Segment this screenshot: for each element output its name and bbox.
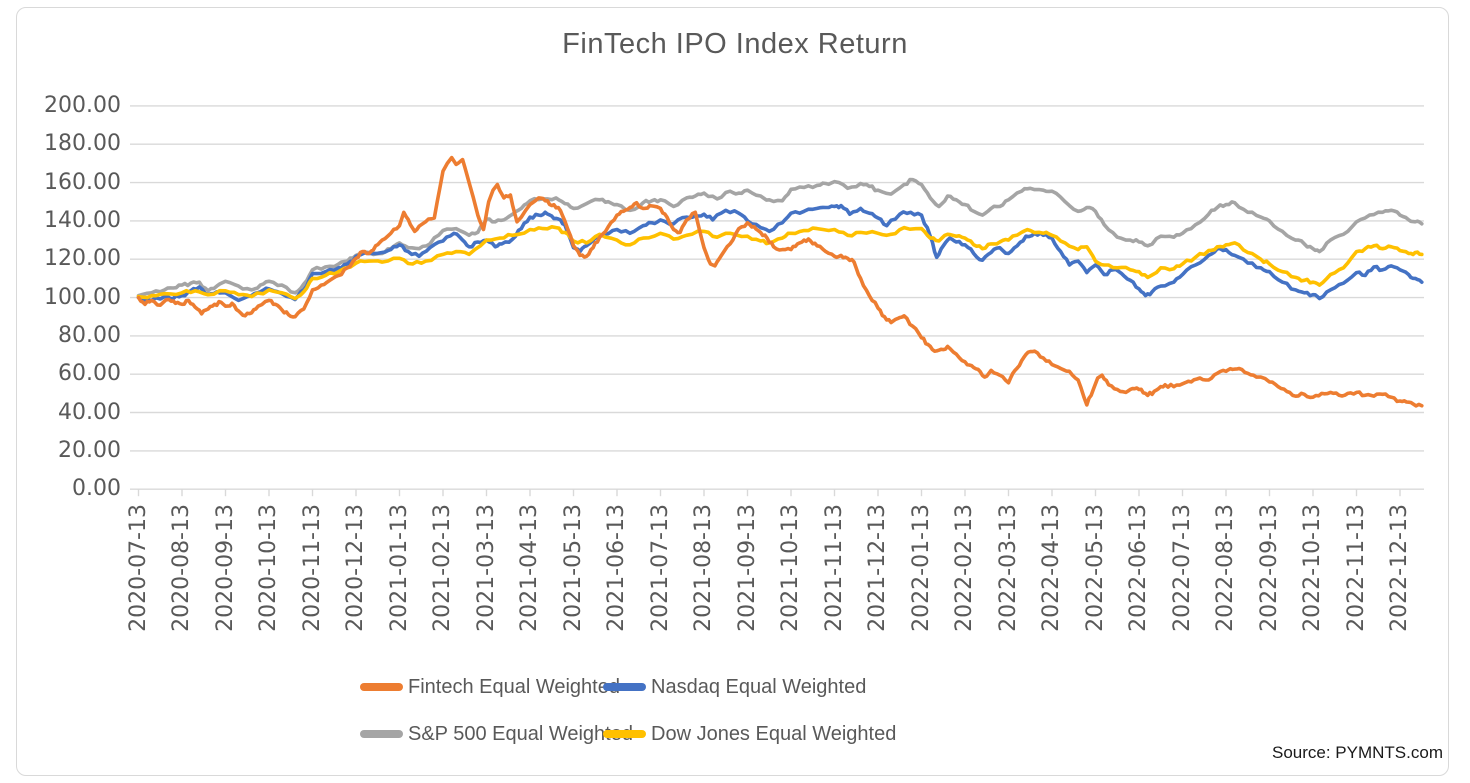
legend-label-nasdaq: Nasdaq Equal Weighted: [651, 676, 867, 698]
x-axis-tick-label: 2021-12-13: [865, 504, 890, 632]
series-line-fintech: [136, 155, 1424, 408]
series-line-sp500: [136, 177, 1424, 298]
y-axis-tick-label: 20.00: [58, 437, 121, 463]
source-note: Source: PYMNTS.com: [1272, 743, 1443, 762]
x-axis-tick-label: 2022-04-13: [1039, 504, 1064, 632]
series-line-dowjones: [136, 225, 1424, 301]
series-line-nasdaq: [136, 203, 1424, 303]
sp500-line-marker-icon: [360, 730, 403, 738]
x-axis-tick-label: 2022-01-13: [908, 504, 934, 632]
x-axis-tick-label: 2021-11-13: [821, 504, 847, 632]
fintech-line-marker-icon: [360, 683, 403, 691]
chart-title: FinTech IPO Index Return: [562, 28, 908, 60]
y-axis-tick-label: 0.00: [72, 476, 121, 502]
x-axis-tick-label: 2022-06-13: [1126, 504, 1151, 632]
x-axis-tick-label: 2022-12-13: [1387, 504, 1412, 632]
x-axis-tick-label: 2022-02-13: [952, 504, 977, 632]
y-axis-tick-label: 200.00: [44, 92, 121, 118]
chart-border-frame: [16, 7, 1449, 776]
legend-label-fintech: Fintech Equal Weighted: [408, 676, 620, 698]
x-axis-tick-label: 2022-10-13: [1300, 504, 1325, 632]
y-axis-tick-label: 100.00: [44, 284, 121, 310]
nasdaq-line-marker-icon: [603, 683, 646, 691]
x-axis-tick-label: 2021-04-13: [517, 504, 542, 632]
dowjones-line-marker-icon: [603, 730, 646, 738]
x-axis-tick-label: 2021-02-13: [430, 504, 455, 632]
x-axis-tick-label: 2021-07-13: [647, 504, 673, 632]
legend-label-dowjones: Dow Jones Equal Weighted: [651, 723, 897, 745]
x-axis-tick-label: 2020-07-13: [125, 504, 151, 632]
y-axis-tick-label: 160.00: [44, 169, 121, 195]
legend-item-dowjones: Dow Jones Equal Weighted: [603, 721, 896, 747]
legend-item-sp500: S&P 500 Equal Weighted: [360, 721, 633, 747]
x-axis-tick-label: 2022-07-13: [1169, 504, 1195, 632]
x-axis-tick-label: 2021-01-13: [386, 504, 412, 632]
legend-item-nasdaq: Nasdaq Equal Weighted: [603, 674, 866, 700]
x-axis-tick-label: 2022-08-13: [1213, 504, 1238, 632]
x-axis-tick-label: 2020-12-13: [343, 504, 368, 632]
x-axis-tick-label: 2020-10-13: [256, 504, 281, 632]
x-axis-tick-label: 2021-08-13: [691, 504, 716, 632]
x-axis-tick-label: 2021-06-13: [604, 504, 629, 632]
y-axis-tick-label: 140.00: [44, 207, 121, 233]
x-axis-tick-label: 2022-09-13: [1256, 504, 1282, 632]
x-axis-tick-label: 2021-03-13: [473, 504, 499, 632]
x-axis-tick-label: 2021-10-13: [778, 504, 803, 632]
x-axis-tick-label: 2020-08-13: [169, 504, 194, 632]
y-axis-tick-label: 60.00: [58, 361, 121, 387]
y-axis-tick-label: 40.00: [58, 399, 121, 425]
x-axis-tick-label: 2022-11-13: [1343, 504, 1369, 632]
legend-label-sp500: S&P 500 Equal Weighted: [408, 723, 633, 745]
y-axis-tick-label: 80.00: [58, 322, 121, 348]
x-axis-tick-label: 2021-09-13: [734, 504, 760, 632]
x-axis-tick-label: 2021-05-13: [560, 504, 586, 632]
legend-item-fintech: Fintech Equal Weighted: [360, 674, 620, 700]
x-axis-tick-label: 2022-05-13: [1082, 504, 1108, 632]
x-axis-tick-label: 2022-03-13: [995, 504, 1021, 632]
x-axis-tick-label: 2020-09-13: [212, 504, 238, 632]
y-axis-tick-label: 180.00: [44, 131, 121, 157]
y-axis-tick-label: 120.00: [44, 246, 121, 272]
x-axis-tick-label: 2020-11-13: [299, 504, 325, 632]
